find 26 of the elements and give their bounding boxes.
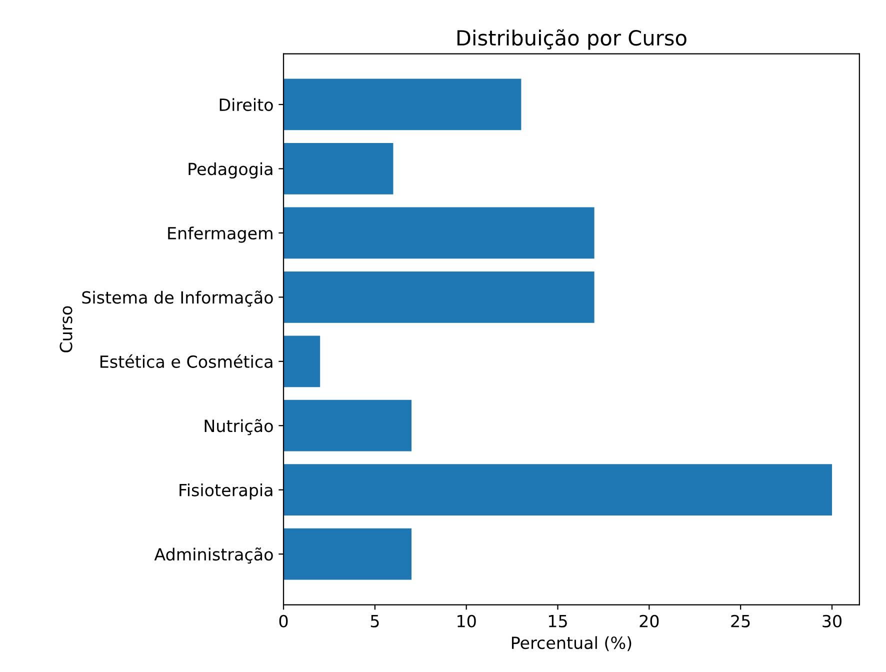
y-tick-label: Administração xyxy=(154,547,273,564)
x-tick-label: 20 xyxy=(640,614,659,628)
y-tick-label: Estética e Cosmética xyxy=(100,354,272,368)
x-tick-label: 30 xyxy=(822,614,842,628)
bar xyxy=(284,336,320,388)
y-tick-label: Direito xyxy=(220,98,273,112)
x-tick-label: 15 xyxy=(548,615,567,628)
y-tick-label: Enfermagem xyxy=(168,226,272,243)
chart-title: Distribuição por Curso xyxy=(457,29,686,50)
y-tick-label: Sistema de Informação xyxy=(82,290,273,307)
bar xyxy=(284,528,412,580)
bar xyxy=(284,78,522,130)
bar xyxy=(284,143,394,194)
bar xyxy=(284,207,594,259)
y-tick-label: Pedagogia xyxy=(188,162,272,179)
bar xyxy=(284,271,594,323)
y-tick-label: Fisioterapia xyxy=(180,484,272,500)
x-tick-label: 5 xyxy=(370,615,379,628)
x-axis-title: Percentual (%) xyxy=(512,636,632,652)
bar xyxy=(284,400,412,452)
y-tick-label: Nutrição xyxy=(204,419,273,436)
x-tick-label: 0 xyxy=(279,614,288,628)
bar xyxy=(284,464,832,516)
x-tick-label: 25 xyxy=(731,614,750,628)
x-tick-label: 10 xyxy=(458,614,476,628)
y-axis-title: Curso xyxy=(60,306,72,352)
